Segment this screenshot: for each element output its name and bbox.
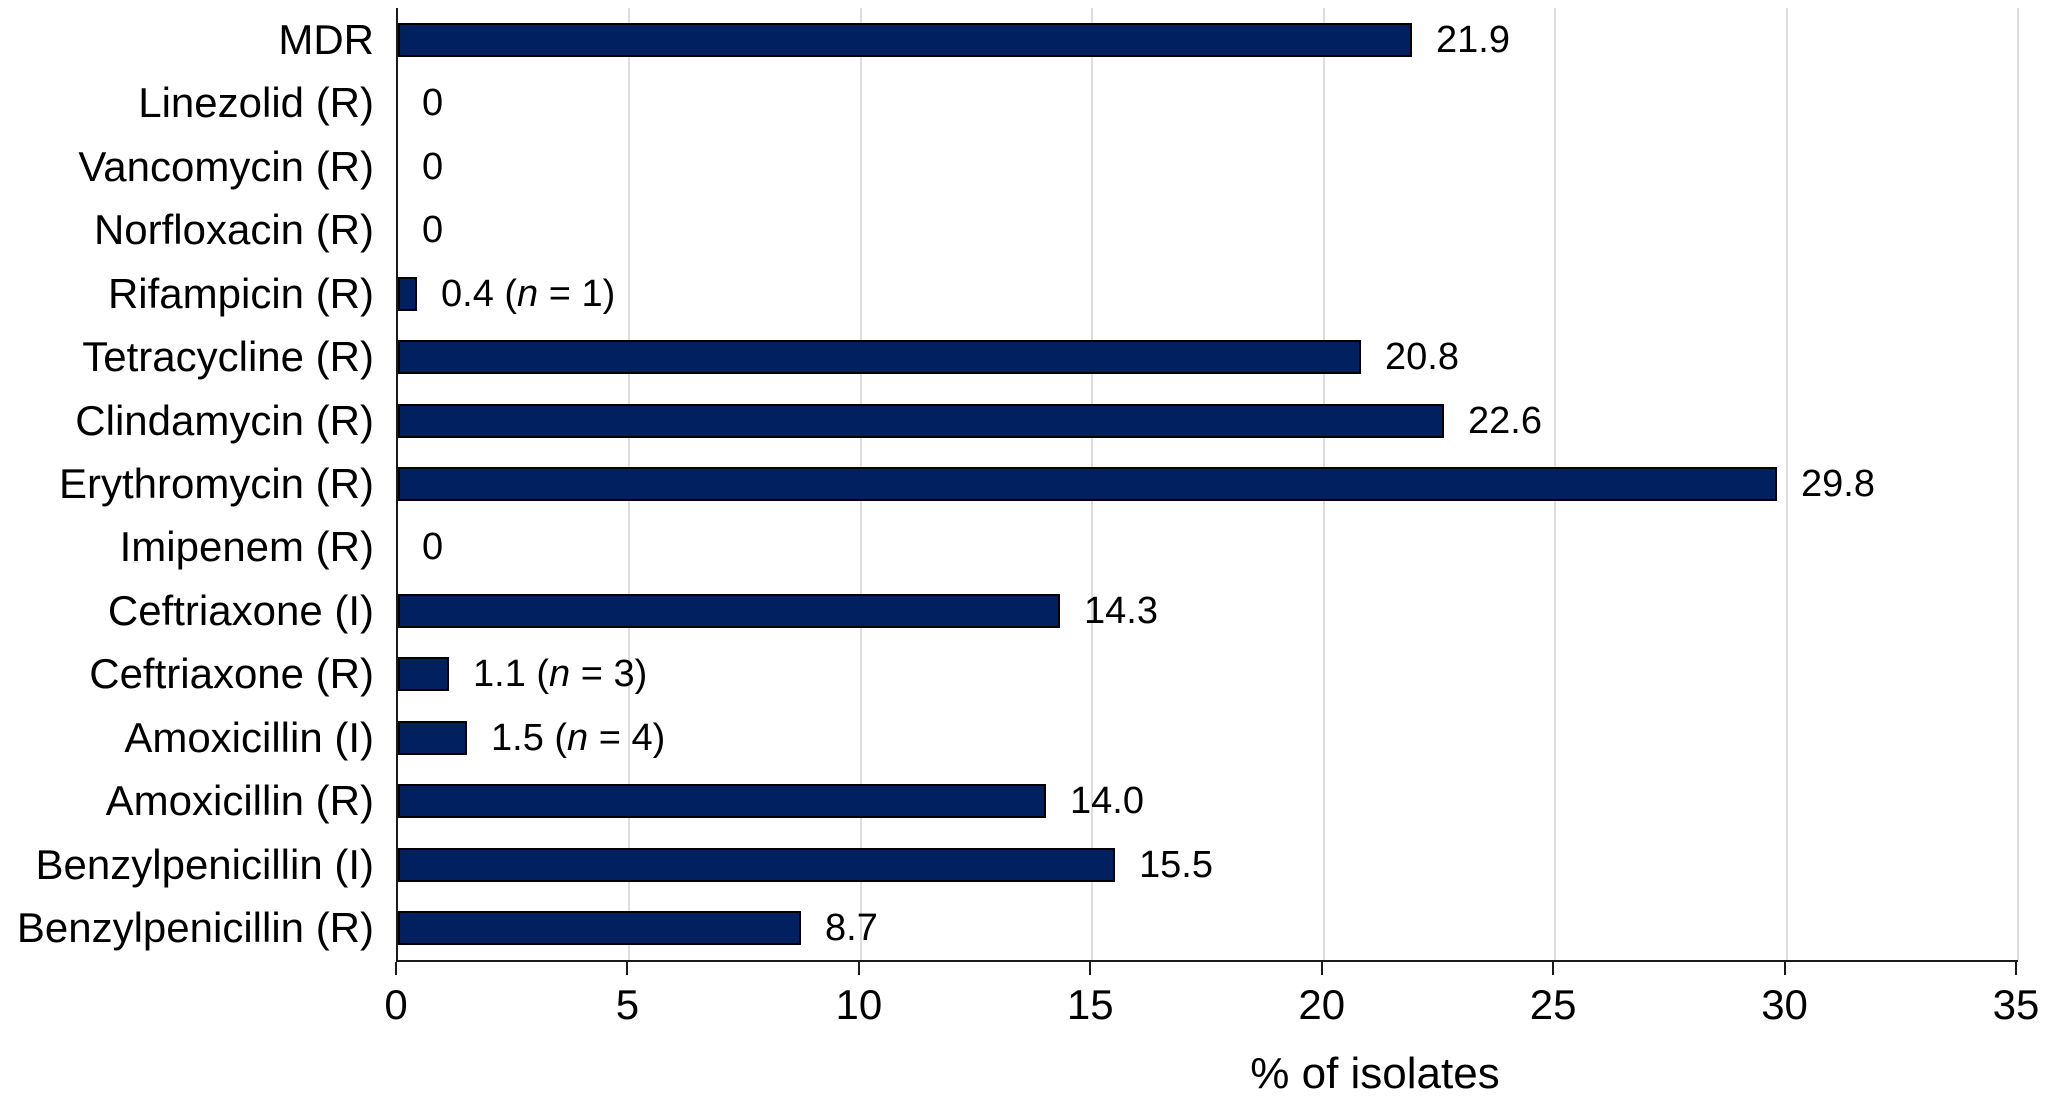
x-axis-tick bbox=[1552, 962, 1555, 975]
value-label: 0 bbox=[422, 211, 443, 249]
value-text: 14.0 bbox=[1070, 780, 1144, 823]
value-label: 29.8 bbox=[1801, 465, 1875, 503]
category-label: Erythromycin (R) bbox=[58, 459, 374, 507]
bar bbox=[398, 847, 1115, 882]
x-axis-tick bbox=[857, 962, 860, 975]
bar-row: 15.5 bbox=[398, 833, 2018, 896]
value-label: 0.4 (n = 1) bbox=[441, 272, 616, 315]
bar-row: 20.8 bbox=[398, 325, 2018, 388]
bar-row: 0.4 (n = 1) bbox=[398, 262, 2018, 325]
value-text: 0 bbox=[422, 209, 444, 252]
bar-row: 21.9 bbox=[398, 8, 2018, 71]
x-axis-tick bbox=[1320, 962, 1323, 975]
bar bbox=[398, 911, 801, 946]
category-label: Vancomycin (R) bbox=[78, 142, 374, 190]
x-axis-tick-label: 10 bbox=[835, 981, 883, 1028]
category-label: Benzylpenicillin (R) bbox=[16, 904, 374, 952]
x-axis-tick bbox=[626, 962, 629, 975]
value-text: 15.5 bbox=[1139, 843, 1213, 886]
value-text: 21.9 bbox=[1436, 18, 1510, 61]
value-label: 14.3 bbox=[1084, 592, 1158, 630]
bar bbox=[398, 22, 1412, 57]
gridline-x-30 bbox=[1785, 8, 1788, 960]
category-label: Amoxicillin (I) bbox=[124, 713, 374, 761]
category-label: Clindamycin (R) bbox=[75, 396, 374, 444]
bar bbox=[398, 657, 449, 692]
value-label: 22.6 bbox=[1468, 402, 1542, 440]
value-label: 1.1 (n = 3) bbox=[473, 653, 648, 696]
bar-row: 14.3 bbox=[398, 579, 2018, 642]
value-label: 0 bbox=[422, 148, 443, 186]
value-text: 29.8 bbox=[1801, 462, 1875, 505]
category-label: MDR bbox=[278, 15, 374, 63]
x-axis-tick bbox=[2015, 962, 2017, 975]
bar-row: 0 bbox=[398, 198, 2018, 261]
category-label: Rifampicin (R) bbox=[107, 269, 374, 317]
x-axis-tick-label: 35 bbox=[1992, 981, 2040, 1028]
value-label: 21.9 bbox=[1436, 21, 1510, 59]
x-axis-tick-label: 5 bbox=[615, 981, 640, 1028]
bar-row: 0 bbox=[398, 71, 2018, 134]
value-text: 20.8 bbox=[1385, 336, 1459, 379]
category-axis-labels: MDR Linezolid (R) Vancomycin (R) Norfloxaci… bbox=[0, 8, 374, 960]
bar bbox=[398, 276, 417, 311]
bar-row: 0 bbox=[398, 516, 2018, 579]
value-text: 0 bbox=[422, 82, 444, 125]
value-text: 0 bbox=[422, 526, 444, 569]
n-symbol: n bbox=[549, 653, 571, 696]
bar bbox=[398, 403, 1444, 438]
bar-row: 8.7 bbox=[398, 897, 2018, 960]
category-label: Linezolid (R) bbox=[138, 79, 374, 127]
bar bbox=[398, 784, 1046, 819]
category-label: Amoxicillin (R) bbox=[105, 777, 374, 825]
value-label: 15.5 bbox=[1139, 846, 1213, 884]
bar-row: 22.6 bbox=[398, 389, 2018, 452]
bar bbox=[398, 593, 1060, 628]
n-symbol: n bbox=[567, 716, 589, 759]
value-label: 1.5 (n = 4) bbox=[491, 716, 666, 759]
category-label: Ceftriaxone (R) bbox=[89, 650, 374, 698]
value-label: 8.7 bbox=[825, 909, 878, 947]
category-label: Norfloxacin (R) bbox=[93, 206, 374, 254]
bar-row: 1.1 (n = 3) bbox=[398, 643, 2018, 706]
n-symbol: n bbox=[517, 272, 539, 315]
value-label: 20.8 bbox=[1385, 338, 1459, 376]
value-text: 22.6 bbox=[1468, 399, 1542, 442]
x-axis-tick-label: 0 bbox=[384, 981, 408, 1028]
bar bbox=[398, 720, 467, 755]
bar bbox=[398, 466, 1777, 501]
x-axis-title: % of isolates bbox=[1250, 1049, 1500, 1098]
value-text: 14.3 bbox=[1084, 589, 1158, 632]
value-text: 0 bbox=[422, 145, 444, 188]
bar-row: 0 bbox=[398, 135, 2018, 198]
x-axis-tick-label: 30 bbox=[1761, 981, 1808, 1028]
category-label: Imipenem (R) bbox=[119, 523, 374, 571]
x-axis-tick-label: 25 bbox=[1529, 981, 1577, 1028]
plot-area: 21.9 0 0 0 0.4 (n = 1) 20.8 22.6 29.8 0 14.3 1.1 (… bbox=[396, 8, 2019, 962]
gridline-x-35 bbox=[2017, 8, 2019, 960]
value-text: 8.7 bbox=[825, 907, 878, 950]
bar-row: 14.0 bbox=[398, 770, 2018, 833]
x-axis-tick bbox=[395, 962, 397, 975]
x-axis-tick bbox=[1783, 962, 1786, 975]
bar bbox=[398, 340, 1361, 375]
value-text: 1.5 bbox=[491, 716, 544, 759]
value-text: 1.1 bbox=[473, 653, 526, 696]
x-axis-tick-label: 20 bbox=[1298, 981, 1346, 1028]
value-label: 14.0 bbox=[1070, 782, 1144, 820]
category-label: Tetracycline (R) bbox=[82, 333, 374, 381]
value-text: 0.4 bbox=[441, 272, 494, 315]
category-label: Ceftriaxone (I) bbox=[107, 586, 374, 634]
value-label: 0 bbox=[422, 528, 443, 566]
bar-row: 1.5 (n = 4) bbox=[398, 706, 2018, 769]
x-axis-tick-label: 15 bbox=[1066, 981, 1114, 1028]
value-label: 0 bbox=[422, 84, 443, 122]
x-axis-tick bbox=[1089, 962, 1092, 975]
bar-row: 29.8 bbox=[398, 452, 2018, 515]
category-label: Benzylpenicillin (I) bbox=[35, 840, 374, 888]
